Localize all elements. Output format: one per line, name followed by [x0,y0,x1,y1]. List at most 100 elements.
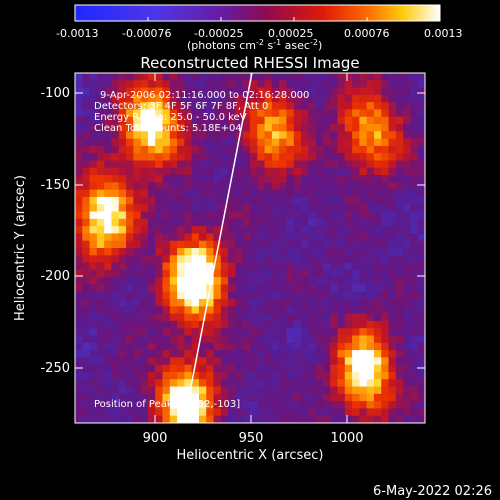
heatmap-cell [308,160,317,169]
heatmap-cell [213,131,222,140]
heatmap-cell [337,371,346,380]
heatmap-cell [257,269,266,278]
heatmap-cell [250,357,258,366]
heatmap-cell [213,393,222,402]
heatmap-cell [293,109,302,118]
heatmap-cell [257,379,266,388]
heatmap-cell [315,269,324,278]
heatmap-cell [293,255,302,264]
heatmap-cell [147,94,156,103]
heatmap-cell [410,226,419,235]
heatmap-cell [147,204,156,213]
heatmap-cell [286,196,295,205]
heatmap-cell [82,182,91,191]
heatmap-cell [89,116,98,125]
heatmap-cell [118,255,127,264]
heatmap-cell [133,393,142,402]
heatmap-cell [417,357,425,366]
heatmap-cell [410,262,419,271]
heatmap-cell [75,189,83,198]
heatmap-cell [147,262,156,271]
heatmap-cell [410,124,419,132]
heatmap-cell [198,291,207,300]
heatmap-cell [147,335,156,344]
heatmap-cell [293,226,302,235]
heatmap-cell [315,211,324,220]
heatmap-cell [330,415,339,423]
heatmap-cell [104,124,113,132]
heatmap-cell [184,145,193,154]
heatmap-cell [126,175,134,183]
heatmap-cell [344,160,353,169]
heatmap-cell [147,226,156,235]
heatmap-cell [352,401,360,410]
heatmap-cell [373,131,382,140]
heatmap-cell [279,393,288,402]
heatmap-cell [403,145,412,154]
heatmap-cell [250,248,258,256]
heatmap-cell [118,371,127,380]
heatmap-cell [133,138,142,147]
heatmap-cell [417,342,425,351]
heatmap-cell [271,401,280,410]
heatmap-cell [177,371,185,380]
heatmap-cell [286,393,295,402]
heatmap-cell [293,299,302,307]
heatmap-cell [96,415,105,423]
heatmap-cell [228,102,237,111]
heatmap-cell [279,80,288,89]
heatmap-cell [198,393,207,402]
heatmap-cell [257,116,266,125]
heatmap-cell [344,306,353,315]
heatmap-cell [381,291,390,300]
heatmap-cell [184,357,193,366]
heatmap-cell [162,131,171,140]
heatmap-cell [206,269,215,278]
heatmap-cell [322,393,331,402]
heatmap-cell [373,204,382,213]
heatmap-cell [301,116,309,125]
heatmap-cell [82,364,91,373]
heatmap-cell [177,131,185,140]
heatmap-cell [366,189,375,198]
heatmap-cell [308,415,317,423]
heatmap-cell [133,299,142,307]
heatmap-cell [82,73,91,81]
heatmap-cell [352,277,360,286]
heatmap-cell [235,204,244,213]
heatmap-cell [206,415,215,423]
heatmap-cell [169,80,178,89]
heatmap-cell [177,153,185,162]
heatmap-cell [118,393,127,402]
heatmap-cell [111,94,120,103]
heatmap-cell [228,248,237,256]
heatmap-cell [177,350,185,358]
heatmap-cell [235,211,244,220]
heatmap-cell [417,335,425,344]
heatmap-cell [206,342,215,351]
heatmap-cell [89,196,98,205]
heatmap-cell [104,196,113,205]
heatmap-cell [330,109,339,118]
heatmap-cell [257,153,266,162]
heatmap-cell [322,357,331,366]
heatmap-cell [373,379,382,388]
heatmap-cell [344,218,353,227]
heatmap-cell [177,284,185,293]
heatmap-cell [162,196,171,205]
heatmap-cell [308,240,317,249]
heatmap-cell [206,87,215,96]
heatmap-cell [242,299,251,307]
heatmap-cell [330,233,339,242]
x-tick-label: 900 [143,431,168,446]
heatmap-cell [133,313,142,322]
heatmap-cell [308,306,317,315]
heatmap-cell [242,189,251,198]
heatmap-cell [373,277,382,286]
heatmap-cell [264,175,273,183]
heatmap-cell [279,248,288,256]
heatmap-cell [308,350,317,358]
heatmap-cell [337,175,346,183]
heatmap-cell [388,73,397,81]
heatmap-cell [308,320,317,329]
